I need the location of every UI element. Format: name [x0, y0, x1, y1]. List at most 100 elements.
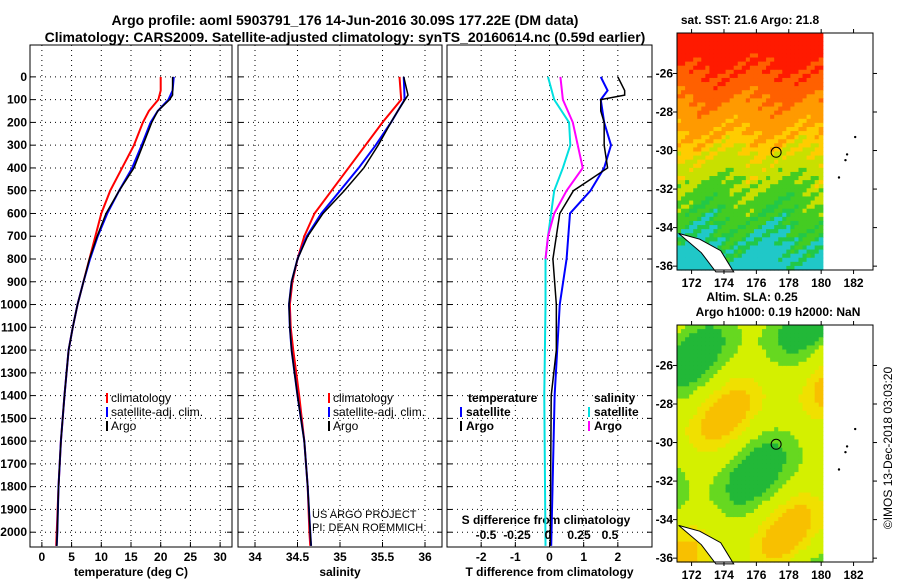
heatmap-cell: [770, 455, 775, 461]
heatmap-cell: [741, 537, 747, 543]
heatmap-cell: [753, 41, 759, 46]
heatmap-cell: [725, 257, 731, 263]
heatmap-cell: [794, 102, 800, 108]
heatmap-cell: [818, 472, 824, 477]
heatmap-cell: [749, 439, 755, 445]
heatmap-cell: [757, 549, 763, 555]
heatmap-cell: [818, 176, 824, 181]
heatmap-cell: [725, 176, 731, 181]
heatmap-cell: [762, 386, 767, 391]
heatmap-cell: [693, 61, 698, 67]
heatmap-cell: [733, 229, 739, 234]
heatmap-cell: [737, 143, 743, 149]
heatmap-cell: [685, 118, 690, 124]
heatmap-cell: [770, 545, 775, 551]
heatmap-cell: [705, 472, 710, 477]
heatmap-cell: [770, 261, 775, 267]
heatmap-cell: [737, 241, 743, 247]
heatmap-cell: [798, 139, 804, 144]
heatmap-cell: [794, 463, 800, 469]
x-tick-label: 25: [184, 550, 198, 564]
heatmap-cell: [782, 216, 787, 222]
heatmap-cell: [745, 504, 751, 510]
heatmap-cell: [709, 390, 715, 396]
heatmap-cell: [794, 468, 800, 473]
heatmap-cell: [717, 431, 723, 436]
heatmap-cell: [709, 216, 715, 222]
heatmap-cell: [753, 349, 759, 355]
heatmap-cell: [717, 45, 723, 50]
heatmap-cell: [782, 337, 787, 342]
heatmap-cell: [729, 476, 735, 481]
heatmap-cell: [749, 476, 755, 481]
heatmap-cell: [810, 135, 816, 140]
heatmap-cell: [794, 325, 800, 330]
heatmap-cell: [814, 122, 820, 128]
heatmap-cell: [802, 557, 808, 563]
heatmap-cell: [766, 57, 771, 63]
x-tick-label: 5: [68, 550, 75, 564]
heatmap-cell: [693, 443, 698, 449]
heatmap-cell: [774, 333, 779, 338]
heatmap-cell: [713, 102, 719, 108]
heatmap-cell: [757, 496, 763, 502]
heatmap-cell: [757, 414, 763, 420]
heatmap-cell: [790, 73, 796, 79]
heatmap-cell: [697, 192, 702, 198]
heatmap-cell: [782, 406, 787, 412]
heatmap-cell: [814, 257, 820, 263]
heatmap-cell: [693, 265, 698, 271]
heatmap-cell: [713, 459, 719, 465]
heatmap-cell: [757, 508, 763, 514]
heatmap-cell: [757, 139, 763, 144]
heatmap-cell: [693, 463, 698, 469]
heatmap-cell: [762, 353, 767, 359]
heatmap-cell: [681, 423, 686, 428]
heatmap-cell: [810, 33, 816, 38]
heatmap-cell: [790, 176, 796, 181]
heatmap-cell: [782, 394, 787, 400]
heatmap-cell: [729, 545, 735, 551]
heatmap-cell: [810, 492, 816, 498]
heatmap-cell: [725, 337, 731, 342]
heatmap-cell: [705, 427, 710, 432]
heatmap-cell: [806, 427, 812, 432]
heatmap-cell: [774, 90, 779, 95]
heatmap-cell: [689, 220, 694, 226]
heatmap-cell: [697, 553, 702, 559]
heatmap-cell: [725, 122, 731, 128]
heatmap-cell: [693, 122, 698, 128]
heatmap-cell: [778, 361, 783, 367]
heatmap-cell: [741, 472, 747, 477]
heatmap-cell: [814, 102, 820, 108]
heatmap-cell: [770, 200, 775, 206]
heatmap-cell: [753, 435, 759, 441]
heatmap-cell: [802, 361, 808, 367]
heatmap-cell: [677, 192, 682, 198]
heatmap-cell: [737, 86, 743, 91]
heatmap-cell: [713, 394, 719, 400]
heatmap-cell: [798, 73, 804, 79]
heatmap-cell: [713, 188, 719, 193]
heatmap-cell: [774, 525, 779, 530]
heatmap-cell: [721, 386, 727, 391]
heatmap-cell: [818, 220, 824, 226]
heatmap-cell: [705, 135, 710, 140]
heatmap-cell: [713, 345, 719, 351]
heatmap-cell: [786, 476, 791, 481]
heatmap-cell: [774, 365, 779, 371]
heatmap-cell: [733, 159, 739, 165]
heatmap-cell: [729, 410, 735, 416]
heatmap-cell: [782, 533, 787, 539]
heatmap-cell: [709, 69, 715, 75]
heatmap-cell: [745, 143, 751, 149]
heatmap-cell: [725, 496, 731, 502]
heatmap-cell: [782, 122, 787, 128]
heatmap-cell: [693, 261, 698, 267]
heatmap-cell: [741, 406, 747, 412]
heatmap-cell: [806, 508, 812, 514]
heatmap-cell: [749, 329, 755, 334]
heatmap-cell: [717, 49, 723, 55]
heatmap-cell: [790, 488, 796, 494]
heatmap-cell: [762, 77, 767, 83]
